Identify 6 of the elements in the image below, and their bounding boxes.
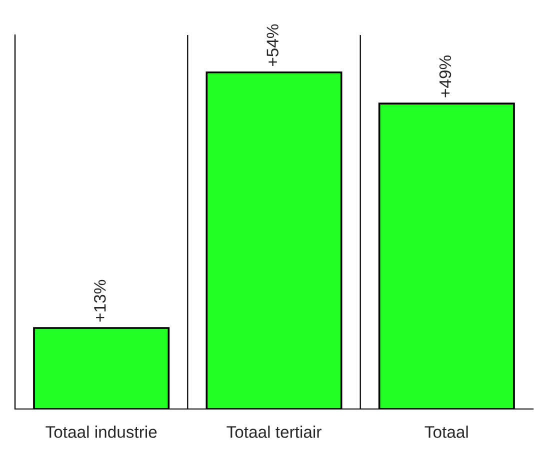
data-label: +13% <box>94 280 106 322</box>
data-label: +49% <box>439 56 452 98</box>
x-tick-label: Totaal tertiair <box>226 426 322 438</box>
data-label: +54% <box>266 24 278 66</box>
x-tick-label: Totaal <box>424 426 468 438</box>
x-tick-label: Totaal industrie <box>46 426 157 438</box>
